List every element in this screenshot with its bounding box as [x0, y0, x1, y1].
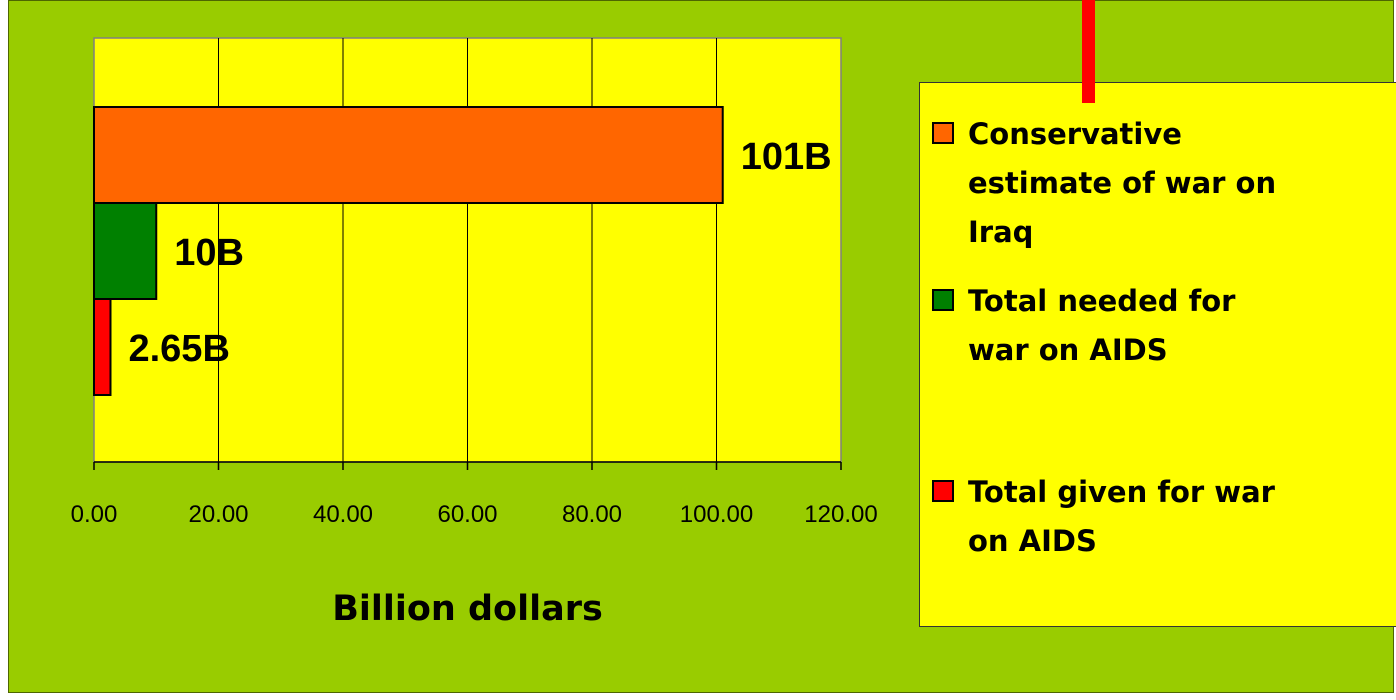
x-tick-label: 80.00 — [562, 501, 622, 528]
x-tick-label: 20.00 — [188, 501, 248, 528]
data-label: 10B — [174, 232, 244, 274]
legend-label-aids-given: Total given for war on AIDS — [968, 475, 1275, 558]
legend-swatch-aids-given — [932, 480, 954, 502]
legend: Conservative estimate of war on Iraq Tot… — [919, 82, 1396, 627]
legend-label-iraq: Conservative estimate of war on Iraq — [968, 117, 1277, 249]
bar — [93, 202, 158, 300]
legend-swatch-aids-needed — [932, 289, 954, 311]
x-axis-ticks — [93, 462, 842, 470]
legend-swatch-iraq — [932, 122, 954, 144]
bars — [93, 106, 724, 396]
x-axis-tick-labels: 0.00 20.00 40.00 60.00 80.00 100.00 120.00 — [71, 501, 878, 528]
legend-label-aids-needed: Total needed for war on AIDS — [968, 284, 1236, 367]
data-label: 101B — [741, 136, 832, 178]
data-label: 2.65B — [128, 328, 229, 370]
data-labels: 101B 10B 2.65B — [128, 136, 831, 370]
x-tick-label: 0.00 — [71, 501, 118, 528]
x-tick-label: 120.00 — [804, 501, 877, 528]
bar — [93, 106, 724, 204]
bar — [93, 298, 112, 396]
x-tick-label: 100.00 — [680, 501, 753, 528]
x-axis-title: Billion dollars — [332, 589, 603, 629]
x-tick-label: 40.00 — [313, 501, 373, 528]
x-tick-label: 60.00 — [437, 501, 497, 528]
pointer-bar — [1082, 0, 1095, 103]
